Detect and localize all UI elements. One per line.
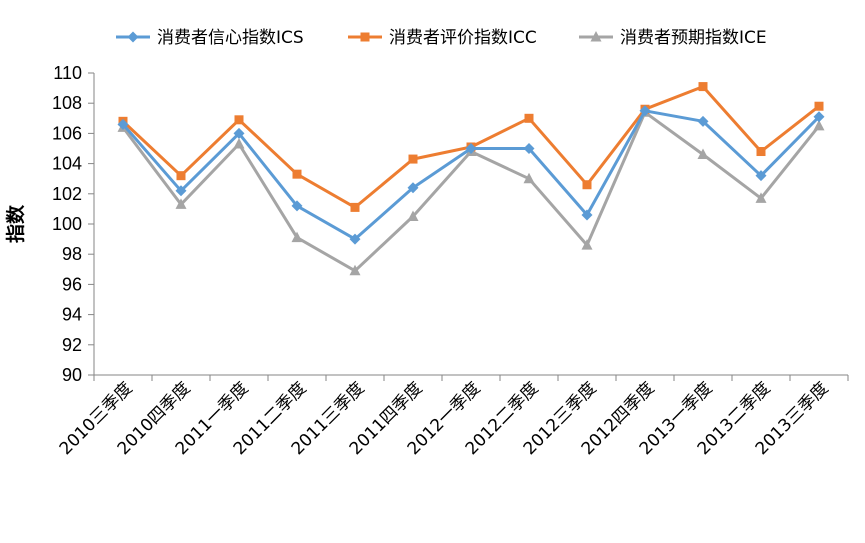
x-axis: 2010三季度2010四季度2011一季度2011二季度2011三季度2011四… (56, 374, 849, 459)
data-point (291, 231, 303, 243)
y-tick-label: 110 (53, 63, 82, 83)
y-tick-label: 96 (62, 274, 82, 294)
data-point (814, 101, 824, 111)
y-tick-label: 102 (52, 184, 82, 204)
legend-label: 消费者预期指数ICE (620, 28, 767, 48)
y-tick-label: 94 (62, 305, 82, 325)
series-3 (117, 106, 825, 276)
data-point (523, 143, 535, 154)
data-point (349, 233, 361, 245)
data-point (813, 119, 825, 131)
series-layer (117, 82, 825, 276)
legend-item-1: 消费者信心指数ICS (116, 28, 304, 48)
data-point (755, 170, 767, 182)
data-point (582, 180, 592, 190)
legend-label: 消费者信心指数ICS (157, 28, 304, 48)
legend-marker (590, 31, 602, 42)
y-tick-label: 106 (52, 123, 82, 143)
y-axis-label: 指数 (4, 204, 27, 243)
data-point (755, 192, 767, 203)
data-point (639, 105, 651, 117)
data-point (175, 198, 187, 209)
y-tick-label: 104 (52, 154, 82, 174)
data-point (291, 200, 303, 212)
legend-marker (127, 31, 139, 43)
data-point (175, 185, 187, 197)
data-point (813, 111, 825, 123)
data-point (465, 143, 477, 154)
y-axis: 90 92 94 96 98 100 102 104 106 108 110 (52, 63, 95, 385)
series-1 (117, 105, 825, 245)
legend-label: 消费者评价指数ICC (389, 28, 537, 48)
y-tick-label: 90 (62, 365, 82, 385)
data-point (407, 210, 419, 221)
legend: 消费者信心指数ICS 消费者评价指数ICC 消费者预期指数ICE (116, 28, 767, 48)
y-tick-label: 92 (62, 335, 82, 355)
legend-item-2: 消费者评价指数ICC (348, 28, 537, 48)
data-point (581, 239, 593, 250)
legend-marker (360, 32, 370, 42)
data-point (698, 82, 708, 92)
data-point (756, 147, 766, 157)
data-point (408, 154, 418, 164)
data-point (581, 209, 593, 221)
y-tick-label: 108 (52, 93, 82, 113)
data-point (233, 137, 245, 149)
data-point (697, 148, 709, 160)
data-point (292, 169, 302, 179)
data-point (350, 202, 360, 212)
data-point (349, 264, 361, 276)
y-tick-label: 100 (52, 214, 82, 234)
data-point (524, 113, 534, 123)
data-point (234, 115, 244, 125)
y-tick-label: 98 (62, 244, 82, 264)
data-point (117, 118, 129, 130)
data-point (697, 115, 709, 127)
data-point (233, 127, 245, 139)
data-point (523, 172, 535, 184)
data-point (407, 182, 419, 194)
series-line (121, 110, 821, 273)
data-point (176, 171, 186, 181)
legend-item-3: 消费者预期指数ICE (579, 28, 767, 48)
